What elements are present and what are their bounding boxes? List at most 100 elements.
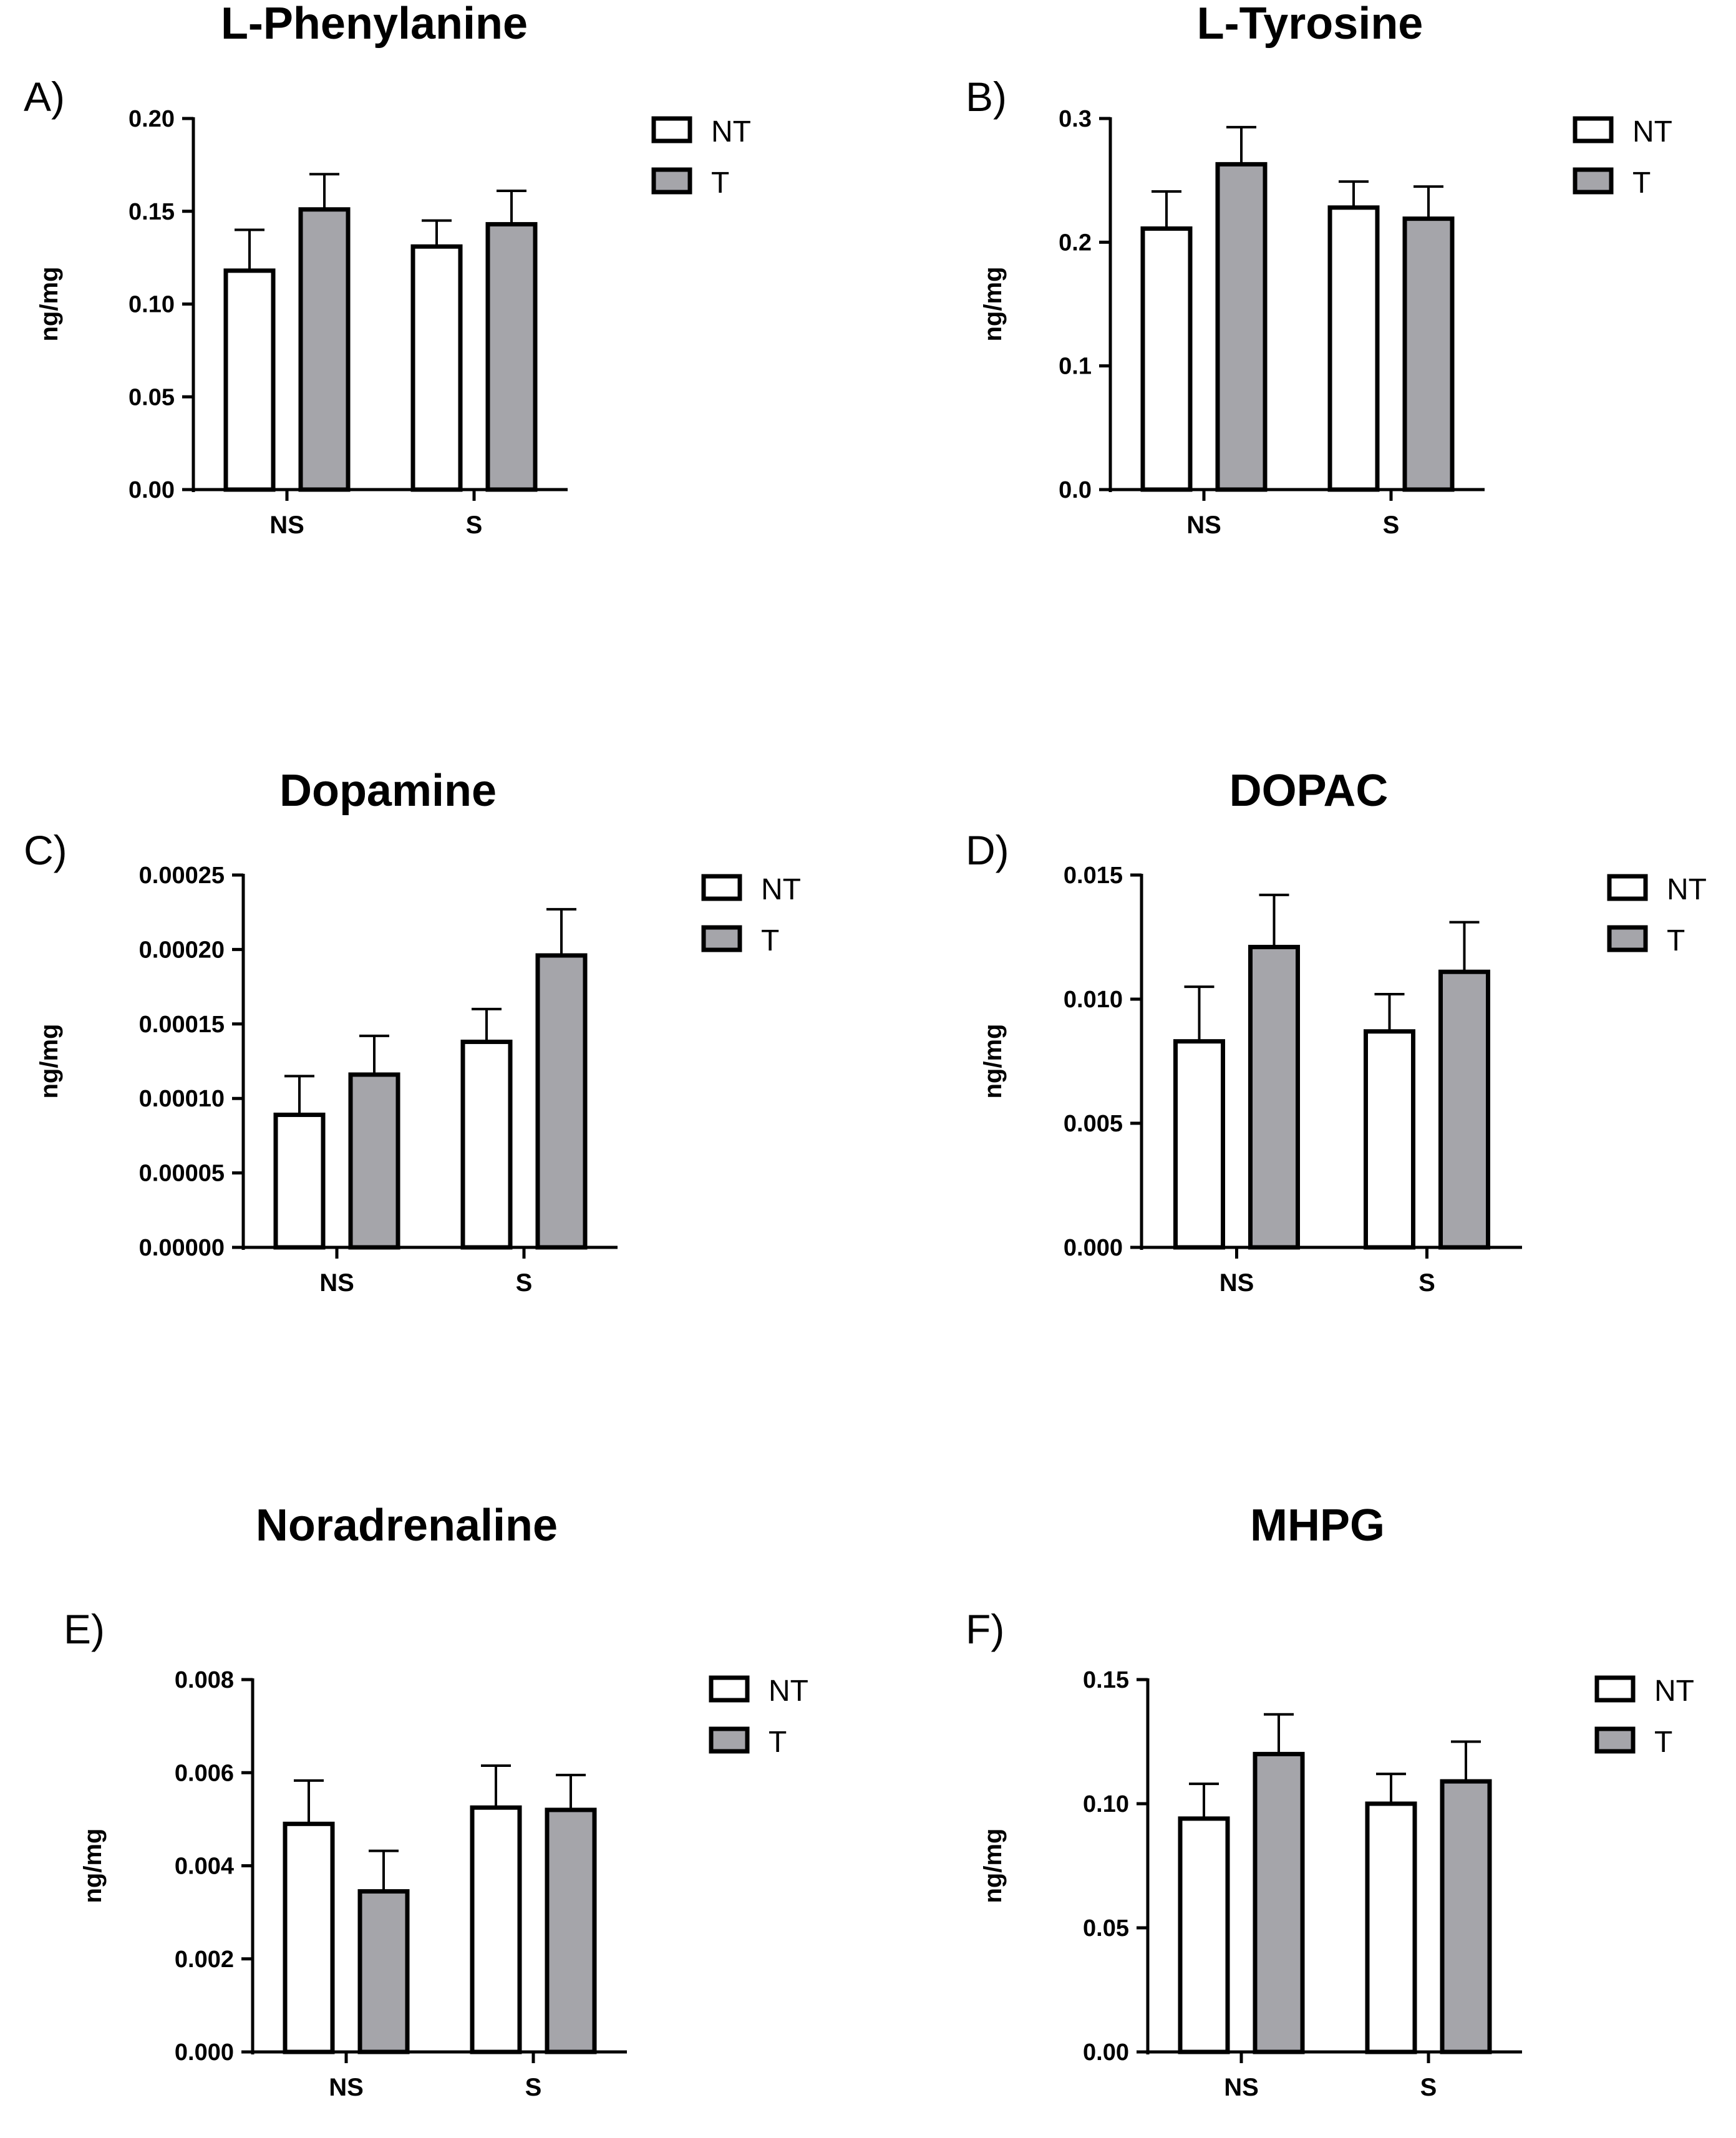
y-tick-label: 0.00: [1083, 2039, 1129, 2066]
legend-label: NT: [711, 115, 751, 148]
legend-swatch-t: [1573, 167, 1614, 195]
x-tick-label: NS: [329, 2074, 364, 2101]
legend-swatch-t: [701, 925, 742, 952]
y-tick-label: 0.3: [1059, 106, 1092, 132]
y-tick-label: 0.004: [175, 1854, 234, 1880]
legend-label: T: [711, 167, 729, 200]
y-tick-label: 0.002: [175, 1947, 234, 1973]
x-tick-label: NS: [319, 1269, 354, 1297]
y-axis-label: ng/mg: [79, 1829, 107, 1903]
y-tick-label: 0.015: [1064, 863, 1123, 889]
bar-t-ns: [1248, 944, 1300, 1250]
y-tick-label: 0.10: [129, 292, 175, 318]
bar-t-s: [545, 1807, 597, 2054]
bar-nt-ns: [223, 268, 276, 492]
legend-swatch-nt: [1594, 1675, 1636, 1703]
y-axis-label: ng/mg: [979, 267, 1007, 342]
legend-label: NT: [1632, 115, 1672, 148]
panel-label: F): [966, 1606, 1004, 1652]
x-tick-label: S: [525, 2074, 542, 2101]
bar-nt-s: [1364, 1029, 1415, 1250]
y-tick-label: 0.15: [129, 199, 175, 225]
y-tick-label: 0.006: [175, 1760, 234, 1786]
chart-panel-5: Noradrenaline E) ng/mg 0.000 0.002 0.004 0.006…: [64, 1501, 808, 2101]
y-axis-label: ng/mg: [979, 1829, 1007, 1903]
bar-nt-ns: [1173, 1039, 1225, 1250]
y-tick-label: 0.000: [175, 2039, 234, 2066]
legend-swatch-t: [1594, 1726, 1636, 1754]
bar-t-ns: [357, 1889, 410, 2054]
legend-swatch-nt: [1573, 116, 1614, 143]
bar-t-s: [1440, 1779, 1492, 2054]
panel-label: C): [24, 827, 67, 873]
panel-label: B): [966, 74, 1007, 120]
panel-label: E): [64, 1606, 105, 1652]
legend-label: T: [769, 1726, 787, 1759]
x-tick-label: NS: [1220, 1269, 1254, 1297]
chart-panel-6: MHPG F) ng/mg 0.00 0.05 0.10 0.15 NS S NT T: [966, 1501, 1694, 2101]
y-tick-label: 0.008: [175, 1667, 234, 1693]
bar-t-s: [535, 953, 588, 1250]
y-tick-label: 0.1: [1059, 354, 1092, 380]
bar-nt-ns: [1140, 226, 1193, 492]
x-tick-label: S: [1383, 511, 1400, 539]
chart-title: DOPAC: [1229, 766, 1389, 816]
legend-swatch-t: [709, 1726, 750, 1754]
y-tick-label: 0.10: [1083, 1791, 1129, 1817]
x-tick-label: S: [1420, 2074, 1437, 2101]
x-tick-label: S: [1418, 1269, 1435, 1297]
y-tick-label: 0.00: [129, 477, 175, 503]
y-axis-label: ng/mg: [36, 1024, 63, 1099]
chart-title: L-Tyrosine: [1197, 0, 1423, 49]
legend-label: NT: [1667, 873, 1707, 906]
legend-swatch-nt: [701, 874, 742, 901]
bar-nt-s: [460, 1039, 513, 1250]
x-tick-label: NS: [269, 511, 304, 539]
legend-label: T: [1667, 924, 1685, 957]
legend-label: NT: [1654, 1675, 1694, 1708]
chart-title: L-Phenylanine: [221, 0, 528, 49]
y-tick-label: 0.00025: [139, 863, 225, 889]
bar-t-ns: [1253, 1751, 1305, 2054]
legend-swatch-t: [1607, 925, 1648, 952]
y-axis-label: ng/mg: [36, 267, 63, 342]
chart-title: Noradrenaline: [256, 1501, 558, 1550]
bar-t-s: [1438, 969, 1490, 1250]
bar-t-s: [485, 222, 538, 492]
legend-label: T: [1654, 1726, 1672, 1759]
legend-label: NT: [761, 873, 801, 906]
bar-nt-s: [1327, 205, 1380, 492]
y-tick-label: 0.20: [129, 106, 175, 132]
bar-t-ns: [1215, 162, 1268, 492]
chart-title: Dopamine: [279, 766, 497, 816]
y-tick-label: 0.0: [1059, 477, 1092, 503]
bar-nt-s: [470, 1805, 522, 2054]
bar-t-ns: [298, 207, 351, 492]
x-tick-label: S: [516, 1269, 533, 1297]
legend-label: T: [761, 924, 779, 957]
y-tick-label: 0.010: [1064, 987, 1123, 1013]
y-tick-label: 0.05: [1083, 1915, 1129, 1942]
panel-label: A): [24, 74, 65, 120]
y-tick-label: 0.00015: [139, 1012, 225, 1038]
legend-swatch-nt: [1607, 874, 1648, 901]
bar-t-ns: [348, 1072, 400, 1250]
bar-nt-s: [1365, 1801, 1417, 2054]
bar-nt-s: [410, 244, 463, 492]
bar-nt-ns: [1178, 1816, 1230, 2054]
y-tick-label: 0.05: [129, 384, 175, 410]
legend-swatch-t: [651, 167, 692, 195]
bar-nt-ns: [283, 1821, 335, 2054]
y-tick-label: 0.00020: [139, 937, 225, 963]
chart-panel-1: L-Phenylanine A) ng/mg 0.00 0.05 0.10 0.15 0.20…: [24, 0, 751, 539]
y-tick-label: 0.00010: [139, 1086, 225, 1112]
x-tick-label: S: [466, 511, 483, 539]
bar-nt-ns: [273, 1112, 326, 1250]
y-tick-label: 0.2: [1059, 230, 1092, 256]
panel-label: D): [966, 827, 1009, 873]
chart-panel-4: DOPAC D) ng/mg 0.000 0.005 0.010 0.015 NS S NT T: [966, 766, 1707, 1297]
y-tick-label: 0.00000: [139, 1235, 225, 1261]
legend-swatch-nt: [651, 116, 692, 143]
legend-label: NT: [769, 1675, 808, 1708]
